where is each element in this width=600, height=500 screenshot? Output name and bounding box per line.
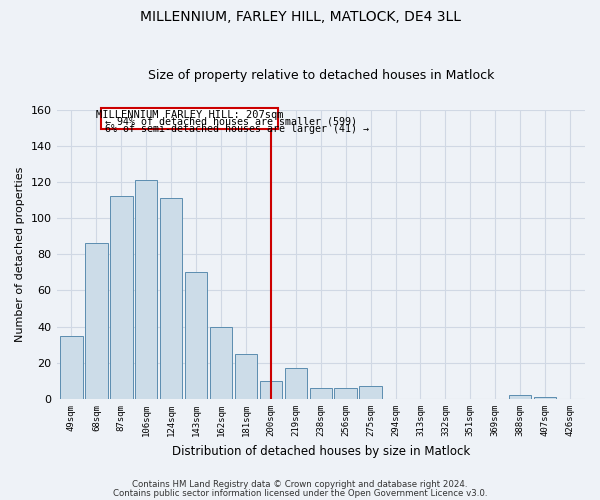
Text: Contains HM Land Registry data © Crown copyright and database right 2024.: Contains HM Land Registry data © Crown c… (132, 480, 468, 489)
Title: Size of property relative to detached houses in Matlock: Size of property relative to detached ho… (148, 69, 494, 82)
Text: 6% of semi-detached houses are larger (41) →: 6% of semi-detached houses are larger (4… (105, 124, 369, 134)
X-axis label: Distribution of detached houses by size in Matlock: Distribution of detached houses by size … (172, 444, 470, 458)
Bar (310, 388, 332, 399)
Bar (135, 180, 157, 399)
Bar (509, 396, 532, 399)
Bar (160, 198, 182, 399)
Y-axis label: Number of detached properties: Number of detached properties (15, 166, 25, 342)
Bar (210, 326, 232, 399)
Bar (359, 386, 382, 399)
Bar (185, 272, 208, 399)
Bar (284, 368, 307, 399)
Bar (334, 388, 357, 399)
Bar (85, 244, 107, 399)
Text: Contains public sector information licensed under the Open Government Licence v3: Contains public sector information licen… (113, 488, 487, 498)
Bar (534, 397, 556, 399)
Text: ← 94% of detached houses are smaller (599): ← 94% of detached houses are smaller (59… (105, 117, 357, 127)
Bar (110, 196, 133, 399)
Bar (260, 381, 282, 399)
Bar (60, 336, 83, 399)
FancyBboxPatch shape (101, 108, 278, 130)
Bar (235, 354, 257, 399)
Text: MILLENNIUM FARLEY HILL: 207sqm: MILLENNIUM FARLEY HILL: 207sqm (96, 110, 284, 120)
Text: MILLENNIUM, FARLEY HILL, MATLOCK, DE4 3LL: MILLENNIUM, FARLEY HILL, MATLOCK, DE4 3L… (139, 10, 461, 24)
